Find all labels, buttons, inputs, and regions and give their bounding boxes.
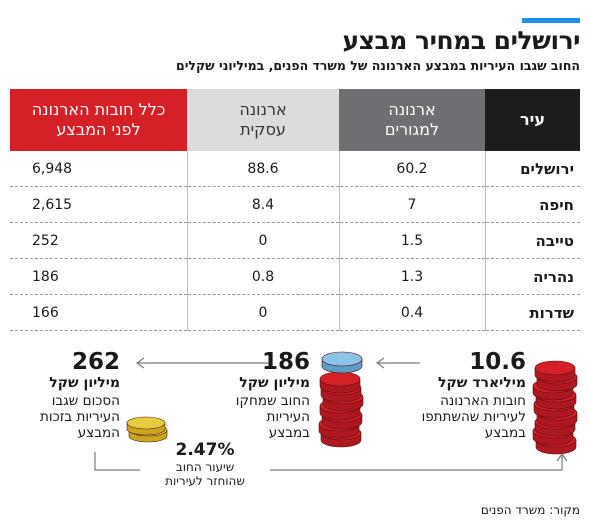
red-coin xyxy=(535,432,577,455)
forgiven-desc-2: העיריות xyxy=(266,409,310,425)
cell-total: 252 xyxy=(10,222,188,259)
cell-business: 0.8 xyxy=(187,258,340,295)
cell-total: 186 xyxy=(10,258,188,295)
collected-desc-1: הסכום שגבו xyxy=(51,393,120,409)
table-body: ירושלים 60.2 88.6 6,948 חיפה 7 8.4 2,615 טייבה 1.… xyxy=(10,151,580,331)
accent-bar xyxy=(522,18,580,23)
gold-coin-stack xyxy=(126,416,168,443)
cell-business: 88.6 xyxy=(187,151,340,187)
red-coin xyxy=(319,371,361,394)
forgiven-value: 186 xyxy=(261,349,310,375)
cell-city: נהריה xyxy=(485,258,580,295)
cell-city: חיפה xyxy=(485,186,580,223)
red-coin xyxy=(536,369,578,392)
cell-business: 0 xyxy=(187,294,340,331)
header-city: עיר xyxy=(485,89,580,151)
page-subtitle: החוב שגבו העיריות במבצע הארנונה של משרד … xyxy=(176,58,580,73)
red-coin xyxy=(318,416,360,439)
table-row: נהריה 1.3 0.8 186 xyxy=(10,258,580,295)
red-coin xyxy=(535,387,577,410)
source-note: מקור: משרד הפנים xyxy=(480,503,580,517)
red-coin xyxy=(320,380,362,403)
header-residential: ארנונה למגורים xyxy=(339,89,485,151)
cell-city: שדרות xyxy=(485,294,580,331)
cell-residential: 60.2 xyxy=(339,151,486,187)
arrow-to-collected xyxy=(135,357,270,369)
forgiven-desc-1: החוב שמחקו xyxy=(235,393,310,409)
red-coin xyxy=(534,360,576,383)
red-coin xyxy=(533,396,575,419)
total-debt-unit: מיליארד שקל xyxy=(438,375,526,391)
cell-total: 2,615 xyxy=(10,186,188,223)
red-coin xyxy=(321,407,363,430)
total-debt-value: 10.6 xyxy=(469,349,526,375)
data-table: עיר ארנונה למגורים ארנונה עסקית כלל חובות … xyxy=(10,89,580,331)
cell-business: 0 xyxy=(187,222,340,259)
arrow-to-forgiven xyxy=(375,357,420,369)
cell-residential: 7 xyxy=(339,186,486,223)
table-row: טייבה 1.5 0 252 xyxy=(10,222,580,259)
collected-unit: מיליון שקל xyxy=(49,375,120,391)
cell-total: 166 xyxy=(10,294,188,331)
cell-total: 6,948 xyxy=(10,151,188,187)
page-title: ירושלים במחיר מבצע xyxy=(342,26,581,55)
red-coin xyxy=(534,414,576,437)
header-total: כלל חובות הארנונה לפני המבצע xyxy=(10,89,187,151)
return-rate-label-2: שהוחזר לעיריות xyxy=(165,474,245,488)
header-business: ארנונה עסקית xyxy=(187,89,339,151)
total-debt-desc-3: במבצע xyxy=(484,425,526,441)
red-coin-stack xyxy=(532,360,578,455)
cell-city: טייבה xyxy=(485,222,580,259)
cell-residential: 0.4 xyxy=(339,294,486,331)
return-rate-label-1: שיעור החוב xyxy=(175,460,235,474)
red-coin xyxy=(532,423,574,446)
table-row: ירושלים 60.2 88.6 6,948 xyxy=(10,151,580,187)
cell-business: 8.4 xyxy=(187,186,340,223)
red-coin xyxy=(319,398,361,421)
red-coin xyxy=(320,425,362,448)
table-row: שדרות 0.4 0 166 xyxy=(10,294,580,331)
forgiven-unit: מיליון שקל xyxy=(239,375,310,391)
table-header-row: עיר ארנונה למגורים ארנונה עסקית כלל חובות … xyxy=(10,89,580,151)
return-rate-value: 2.47% xyxy=(175,440,235,460)
red-coin xyxy=(536,405,578,428)
blue-top-coin-stack xyxy=(318,351,364,448)
cell-residential: 1.3 xyxy=(339,258,486,295)
total-debt-desc-1: חובות הארנונה xyxy=(440,393,526,409)
gold-coin xyxy=(126,416,166,436)
table-row: חיפה 7 8.4 2,615 xyxy=(10,186,580,223)
blue-coin xyxy=(321,351,363,374)
collected-desc-2: העיריות בזכות xyxy=(40,409,120,425)
forgiven-desc-3: במבצע xyxy=(268,425,310,441)
collected-desc-3: המבצע xyxy=(77,425,120,441)
total-debt-desc-2: לעיריות שהשתתפו xyxy=(421,409,526,425)
cell-residential: 1.5 xyxy=(339,222,486,259)
cell-city: ירושלים xyxy=(485,151,580,187)
collected-value: 262 xyxy=(71,349,120,375)
red-coin xyxy=(322,389,364,412)
red-coin xyxy=(532,378,574,401)
